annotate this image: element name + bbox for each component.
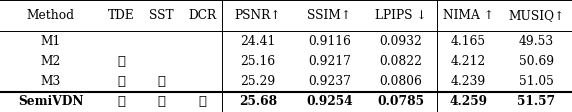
Text: ✓: ✓ xyxy=(117,95,125,108)
Text: 0.9254: 0.9254 xyxy=(306,95,353,108)
Text: 51.05: 51.05 xyxy=(519,75,554,88)
Text: SemiVDN: SemiVDN xyxy=(18,95,84,108)
Text: TDE: TDE xyxy=(108,9,134,22)
Text: M2: M2 xyxy=(41,55,61,68)
Text: SSIM↑: SSIM↑ xyxy=(308,9,352,22)
Text: M1: M1 xyxy=(41,35,61,48)
Text: 25.16: 25.16 xyxy=(240,55,276,68)
Text: 0.0785: 0.0785 xyxy=(378,95,424,108)
Text: 50.69: 50.69 xyxy=(519,55,554,68)
Text: ✓: ✓ xyxy=(198,95,206,108)
Text: PSNR↑: PSNR↑ xyxy=(235,9,281,22)
Text: SST: SST xyxy=(149,9,174,22)
Text: NIMA ↑: NIMA ↑ xyxy=(443,9,494,22)
Text: ✓: ✓ xyxy=(117,55,125,68)
Text: DCR: DCR xyxy=(188,9,216,22)
Text: 0.9237: 0.9237 xyxy=(308,75,351,88)
Text: 0.9217: 0.9217 xyxy=(308,55,351,68)
Text: M3: M3 xyxy=(41,75,61,88)
Text: 0.0932: 0.0932 xyxy=(380,35,423,48)
Text: LPIPS ↓: LPIPS ↓ xyxy=(375,9,427,22)
Text: ✓: ✓ xyxy=(158,75,166,88)
Text: 25.68: 25.68 xyxy=(239,95,277,108)
Text: 4.165: 4.165 xyxy=(451,35,486,48)
Text: Method: Method xyxy=(26,9,74,22)
Text: MUSIQ↑: MUSIQ↑ xyxy=(508,9,565,22)
Text: 0.0806: 0.0806 xyxy=(380,75,423,88)
Text: 0.0822: 0.0822 xyxy=(379,55,423,68)
Text: 4.212: 4.212 xyxy=(451,55,486,68)
Text: 4.259: 4.259 xyxy=(450,95,488,108)
Text: 51.57: 51.57 xyxy=(517,95,555,108)
Text: 25.29: 25.29 xyxy=(240,75,276,88)
Text: ✓: ✓ xyxy=(117,75,125,88)
Text: 4.239: 4.239 xyxy=(451,75,486,88)
Text: 0.9116: 0.9116 xyxy=(308,35,351,48)
Text: 49.53: 49.53 xyxy=(519,35,554,48)
Text: 24.41: 24.41 xyxy=(240,35,276,48)
Text: ✓: ✓ xyxy=(158,95,166,108)
